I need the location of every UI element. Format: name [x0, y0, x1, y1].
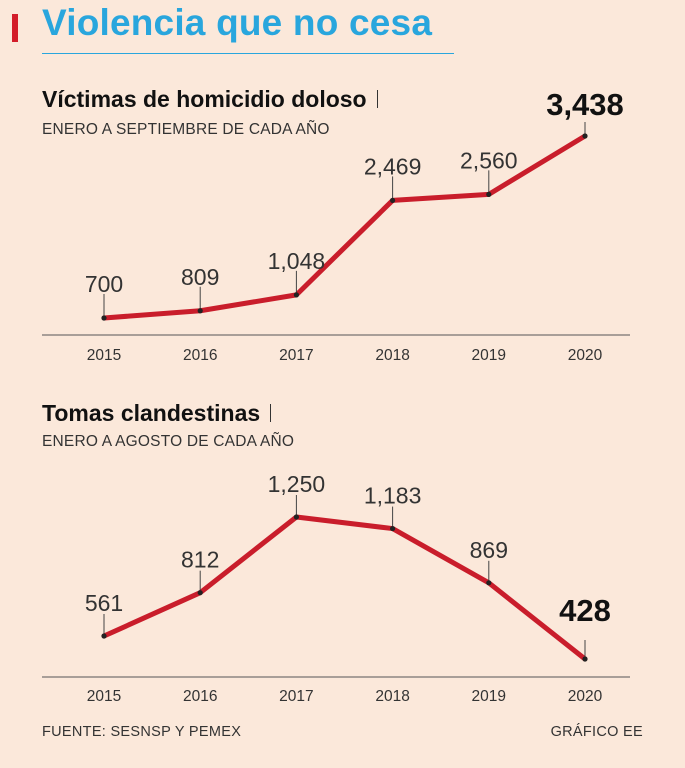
title-underline	[42, 53, 454, 54]
chart2-title-separator	[270, 404, 272, 422]
chart2-data-label-2015: 561	[85, 590, 123, 616]
illegal-taps-line-chart: 561 2015 812 2016 1,250 2017 1,183 2018 869 2019 4…	[42, 471, 630, 705]
chart2-data-label-2018: 1,183	[364, 483, 422, 509]
chart1-x-tick-2015: 2015	[87, 347, 121, 364]
chart2-series-line	[101, 514, 588, 662]
chart2-point-2020	[582, 656, 588, 662]
chart2-x-tick-2016: 2016	[183, 688, 217, 705]
chart1-point-2020	[582, 133, 588, 139]
chart1-title: Víctimas de homicidio doloso	[42, 86, 378, 113]
chart1-x-tick-2018: 2018	[375, 347, 409, 364]
chart1-point-2018	[390, 197, 396, 204]
chart1-x-tick-2020: 2020	[568, 347, 603, 364]
chart2-data-label-2020: 428	[559, 593, 611, 628]
chart1-title-separator	[376, 90, 378, 108]
chart1-data-label-2016: 809	[181, 264, 219, 290]
chart1-data-label-2017: 1,048	[268, 248, 326, 274]
chart1-data-label-2019: 2,560	[460, 147, 518, 173]
chart2-point-2016	[197, 590, 203, 596]
chart2-point-2019	[486, 580, 492, 586]
chart2-point-2015	[101, 633, 107, 639]
chart1-point-2017	[293, 292, 299, 298]
chart1-series-line	[101, 133, 588, 321]
chart2-title: Tomas clandestinas	[42, 400, 272, 427]
chart1-point-2016	[197, 308, 203, 314]
chart2-point-2017	[293, 514, 299, 520]
chart1-data-label-2020: 3,438	[546, 87, 624, 122]
chart1-x-tick-2017: 2017	[279, 347, 313, 364]
chart2-subtitle: ENERO A AGOSTO DE CADA AÑO	[42, 433, 295, 450]
chart2-x-tick-2020: 2020	[568, 688, 603, 705]
chart2-x-tick-2019: 2019	[472, 688, 506, 705]
chart1-title-text: Víctimas de homicidio doloso	[42, 86, 367, 112]
chart1-data-label-2018: 2,469	[364, 153, 422, 179]
chart2-data-label-2019: 869	[470, 537, 508, 563]
chart2-data-label-2016: 812	[181, 547, 219, 573]
chart1-subtitle: ENERO A SEPTIEMBRE DE CADA AÑO	[42, 121, 330, 138]
homicide-line-chart: 700 2015 809 2016 1,048 2017 2,469 2018 2,560 201…	[42, 87, 630, 364]
chart1-x-tick-2019: 2019	[472, 347, 506, 364]
chart2-x-tick-2017: 2017	[279, 688, 313, 705]
chart2-x-tick-2018: 2018	[375, 688, 409, 705]
chart1-point-2015	[101, 315, 107, 321]
footer-source: FUENTE: SESNSP Y PEMEX	[42, 724, 242, 740]
chart2-point-2018	[390, 525, 396, 532]
chart1-point-2019	[486, 191, 492, 197]
chart2-title-text: Tomas clandestinas	[42, 400, 261, 426]
footer-credit: GRÁFICO EE	[550, 724, 643, 740]
chart2-data-label-2017: 1,250	[268, 471, 326, 497]
chart1-x-tick-2016: 2016	[183, 347, 217, 364]
chart1-data-label-2015: 700	[85, 271, 123, 297]
title-accent-bar	[12, 14, 18, 42]
chart2-x-tick-2015: 2015	[87, 688, 121, 705]
page-title: Violencia que no cesa	[42, 2, 433, 43]
